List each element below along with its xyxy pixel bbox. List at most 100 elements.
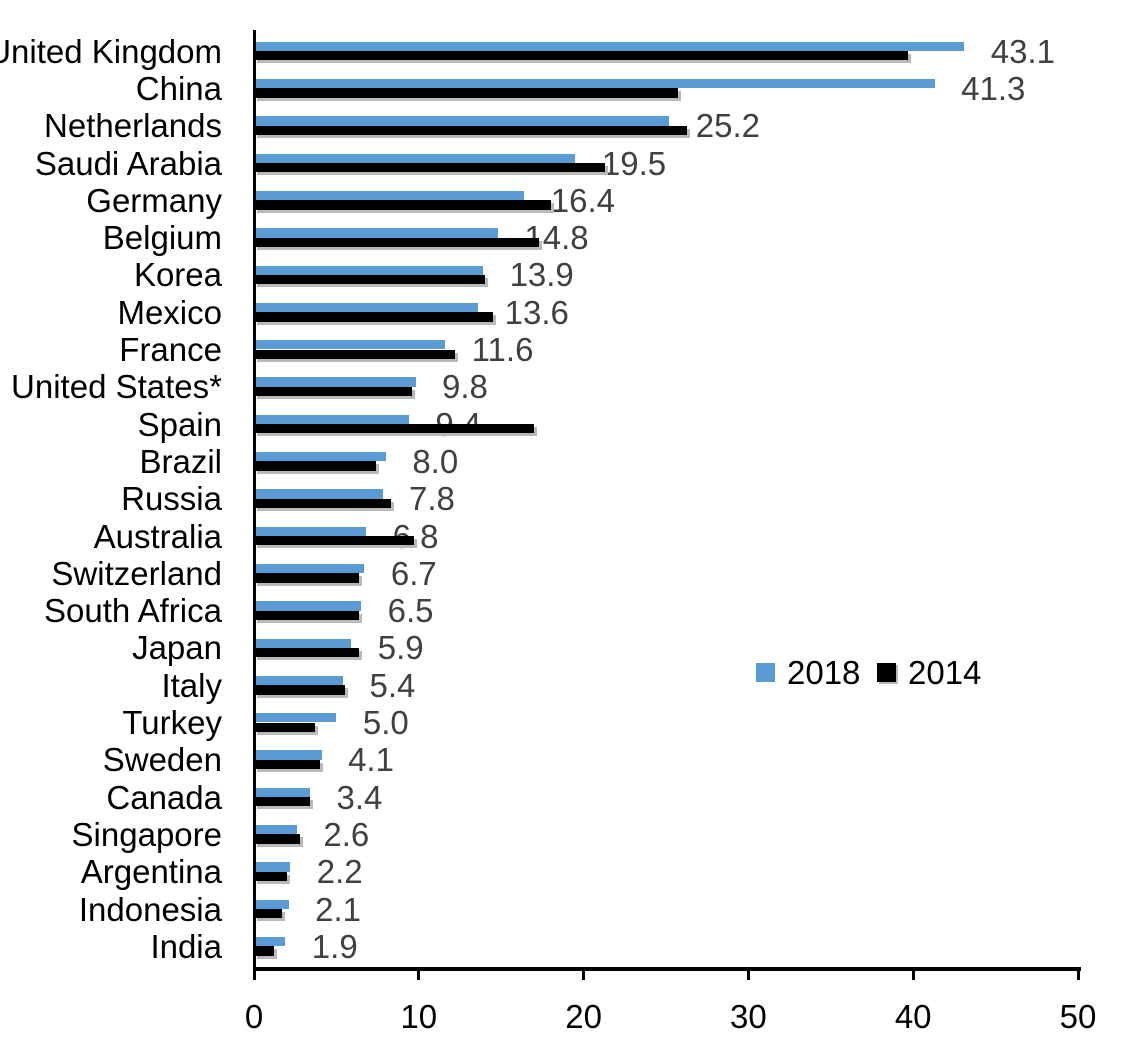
bar-2018: [254, 116, 670, 126]
legend-label-2018: 2018: [787, 654, 861, 691]
bar-2018: [254, 750, 322, 760]
value-label: 6.5: [387, 592, 434, 630]
bar-2018: [254, 899, 289, 909]
value-label: 5.9: [377, 629, 424, 667]
bar-2018: [254, 526, 367, 536]
legend-swatch-2014: [877, 663, 896, 682]
bar-2018: [254, 638, 352, 648]
value-label: 13.9: [509, 256, 574, 294]
bar-2014: [254, 200, 551, 210]
bar-2014: [254, 759, 320, 770]
bar-2018: [254, 377, 416, 387]
bar-2014: [254, 834, 301, 844]
country-label: South Africa: [44, 592, 222, 630]
country-label: Germany: [86, 181, 222, 219]
bar-2014: [254, 498, 391, 509]
bar-2018: [254, 936, 286, 947]
country-label: India: [150, 927, 222, 965]
bar-2014: [254, 386, 413, 397]
bar-2014: [254, 349, 456, 359]
bar-2018: [254, 489, 383, 499]
x-tick-label: 0: [244, 998, 264, 1035]
bar-2014: [254, 909, 283, 919]
country-label: Belgium: [102, 219, 222, 257]
country-label: Saudi Arabia: [34, 144, 222, 182]
country-label: China: [135, 69, 222, 107]
country-label: Switzerland: [51, 554, 222, 592]
country-label: France: [119, 331, 222, 368]
x-tick-mark: [1076, 967, 1080, 980]
value-label: 43.1: [990, 32, 1056, 70]
bar-2018: [254, 601, 362, 611]
value-label: 19.5: [601, 144, 667, 182]
country-label: Brazil: [139, 442, 222, 480]
country-label: United Kingdom: [0, 32, 222, 70]
country-label: Italy: [161, 666, 222, 704]
x-tick-mark: [911, 967, 915, 980]
x-tick-label: 20: [565, 998, 602, 1035]
bar-2018: [254, 862, 291, 872]
x-tick-mark: [746, 967, 750, 980]
country-label: Singapore: [71, 815, 222, 853]
x-tick-mark: [417, 967, 421, 980]
value-label: 1.9: [311, 927, 358, 965]
value-label: 13.6: [504, 293, 569, 331]
bar-2018: [254, 787, 311, 798]
bar-2018: [254, 228, 498, 238]
value-label: 5.4: [369, 666, 416, 704]
legend-item-2018: 2018: [756, 654, 861, 691]
y-axis-line: [252, 30, 256, 980]
bar-2014: [254, 424, 535, 434]
x-tick-mark: [252, 967, 256, 980]
bar-2018: [254, 825, 297, 835]
value-label: 4.1: [348, 741, 394, 779]
bar-2014: [254, 685, 345, 695]
bar-2014: [254, 125, 688, 136]
bar-2018: [254, 675, 343, 686]
bar-2018: [254, 713, 337, 723]
bar-2014: [254, 88, 678, 98]
country-label: Netherlands: [44, 107, 222, 145]
x-tick-mark: [582, 967, 586, 980]
bar-2014: [254, 274, 485, 285]
bar-2018: [254, 302, 479, 313]
value-label: 3.4: [336, 778, 383, 816]
bar-2014: [254, 797, 311, 807]
legend-swatch-2018: [756, 663, 775, 682]
value-label: 5.0: [362, 704, 409, 741]
country-label: Mexico: [117, 293, 222, 331]
x-tick-label: 40: [894, 998, 932, 1035]
value-label: 11.6: [471, 331, 534, 368]
x-tick-label: 30: [730, 998, 767, 1035]
value-label: 16.4: [550, 181, 615, 219]
country-label: Canada: [106, 778, 222, 816]
x-axis-line: [252, 967, 1081, 971]
legend-label-2014: 2014: [908, 654, 982, 691]
value-label: 9.8: [442, 368, 488, 406]
bar-2018: [254, 414, 409, 425]
country-label: Spain: [137, 405, 222, 443]
value-label: 6.7: [390, 554, 437, 592]
value-label: 2.6: [323, 815, 370, 853]
country-label: Korea: [133, 256, 222, 294]
bar-2014: [254, 461, 376, 471]
value-label: 8.0: [412, 442, 459, 480]
value-label: 7.8: [409, 480, 455, 518]
bar-2018: [254, 265, 484, 275]
country-label: United States*: [11, 368, 222, 406]
bar-2018: [254, 563, 365, 574]
bar-2014: [254, 536, 414, 546]
country-label: Turkey: [122, 704, 222, 741]
bar-2014: [254, 163, 606, 173]
bar-2014: [254, 51, 909, 61]
value-label: 2.2: [316, 853, 363, 891]
bar-2014: [254, 647, 360, 658]
country-label: Australia: [93, 517, 222, 555]
bar-2014: [254, 237, 540, 247]
x-tick-label: 50: [1059, 998, 1097, 1035]
country-label: Argentina: [80, 853, 222, 891]
value-label: 25.2: [695, 107, 761, 145]
bar-2018: [254, 452, 386, 462]
country-label: Indonesia: [78, 890, 222, 928]
bar-2014: [254, 722, 315, 732]
